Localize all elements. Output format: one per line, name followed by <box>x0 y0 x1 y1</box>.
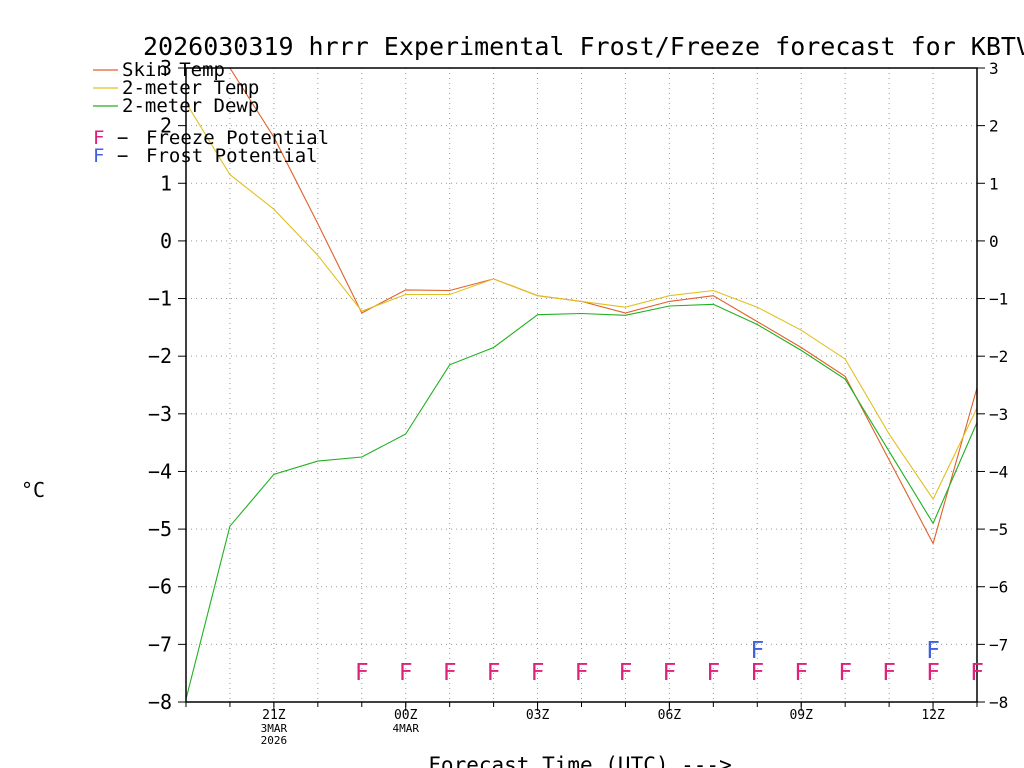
legend-label: 2-meter Temp <box>122 77 259 99</box>
legend-marker-symbol: F <box>93 145 104 167</box>
y-tick-label-left: −2 <box>148 344 172 368</box>
freeze-marker: F <box>487 660 501 686</box>
legend-label: 2-meter Dewp <box>122 95 259 117</box>
freeze-marker: F <box>619 660 633 686</box>
y-tick-label-left: −1 <box>148 287 172 311</box>
y-tick-label-right: 2 <box>989 117 999 136</box>
y-tick-label-left: −5 <box>148 517 172 541</box>
potential-markers: F F F F F F F F F F F F F F FF F <box>355 638 984 686</box>
legend-marker-dash: − <box>117 145 128 167</box>
y-tick-label-right: −3 <box>989 405 1008 424</box>
legend-marker-dash: − <box>117 127 128 149</box>
y-tick-label-left: 2 <box>160 114 172 138</box>
freeze-marker: F <box>443 660 457 686</box>
legend-marker-label: Frost Potential <box>146 145 318 167</box>
y-tick-label-left: 3 <box>160 56 172 80</box>
frost-marker: F <box>926 638 940 664</box>
freeze-marker: F <box>575 660 589 686</box>
legend-marker-symbol: F <box>93 127 104 149</box>
x-tick-label: 21Z <box>262 708 286 723</box>
y-tick-label-left: −3 <box>148 402 172 426</box>
legend-label: Skin Temp <box>122 59 225 81</box>
y-tick-label-right: −8 <box>989 693 1008 712</box>
y-tick-label-right: −1 <box>989 290 1008 309</box>
freeze-marker: F <box>926 660 940 686</box>
freeze-marker: F <box>399 660 413 686</box>
freeze-marker: F <box>662 660 676 686</box>
y-tick-label-left: −8 <box>148 690 172 714</box>
chart-title: 2026030319 hrrr Experimental Frost/Freez… <box>143 32 1024 61</box>
freeze-marker: F <box>750 660 764 686</box>
freeze-marker: F <box>794 660 808 686</box>
freeze-marker: F <box>531 660 545 686</box>
x-tick-sublabel: 2026 <box>261 734 288 747</box>
series-lines <box>186 68 977 700</box>
y-tick-label-left: −6 <box>148 575 172 599</box>
frost-marker: F <box>750 638 764 664</box>
y-tick-label-left: −4 <box>148 459 172 483</box>
y-tick-label-right: −5 <box>989 520 1008 539</box>
freeze-marker: F <box>970 660 984 686</box>
y-tick-label-right: 0 <box>989 232 999 251</box>
x-tick-label: 06Z <box>658 708 682 723</box>
axis-ticks: 3 3 2 2 1 1 0 0 −1 −1 −2 −2 −3 −3 −4 −4 −5 −5 −6 −6 −7 −7 −8 −8… <box>148 56 1008 747</box>
legend-marker-label: Freeze Potential <box>146 127 329 149</box>
y-tick-label-right: −7 <box>989 635 1008 654</box>
y-tick-label-right: −6 <box>989 578 1008 597</box>
y-tick-label-right: 1 <box>989 174 999 193</box>
x-tick-sublabel: 4MAR <box>392 722 419 735</box>
x-tick-label: 00Z <box>394 708 418 723</box>
y-tick-label-left: 1 <box>160 171 172 195</box>
freeze-marker: F <box>706 660 720 686</box>
x-tick-sublabel: 3MAR <box>261 722 288 735</box>
x-tick-label: 03Z <box>526 708 550 723</box>
grid <box>186 68 977 702</box>
y-tick-label-left: 0 <box>160 229 172 253</box>
y-tick-label-left: −7 <box>148 632 172 656</box>
y-tick-label-right: −2 <box>989 347 1008 366</box>
y-tick-label-right: −4 <box>989 462 1008 481</box>
x-axis-label: Forecast Time (UTC) ---> <box>428 753 731 768</box>
y-axis-label: °C <box>21 478 45 502</box>
freeze-marker: F <box>838 660 852 686</box>
y-tick-label-right: 3 <box>989 59 999 78</box>
series-line-2-meter-dewp <box>186 303 977 700</box>
x-tick-label: 12Z <box>921 708 945 723</box>
series-line-2-meter-temp <box>186 102 977 501</box>
x-tick-label: 09Z <box>789 708 813 723</box>
freeze-marker: F <box>882 660 896 686</box>
freeze-marker: F <box>355 660 369 686</box>
